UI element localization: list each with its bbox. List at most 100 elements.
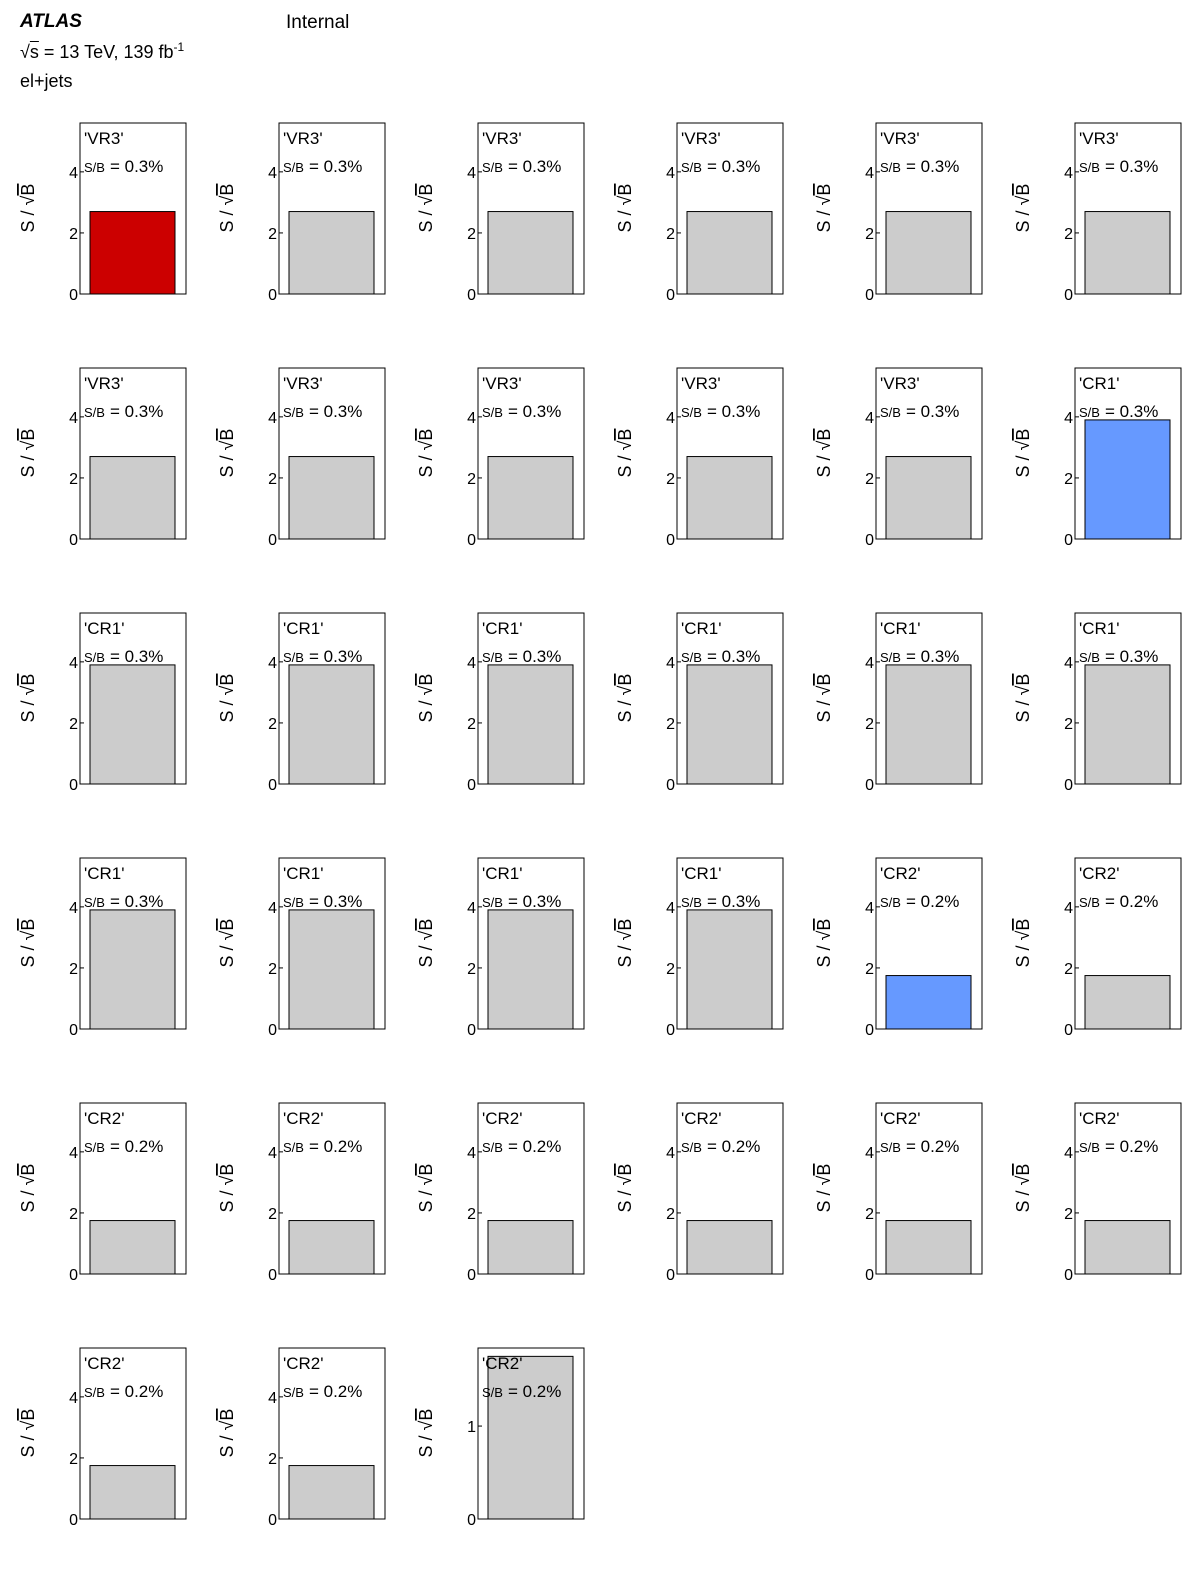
y-axis-label-prefix: S / <box>1013 695 1033 722</box>
bar <box>487 909 574 1030</box>
sb-label: S/B = 0.3% <box>681 157 760 176</box>
y-tick-label: 2 <box>1064 961 1073 978</box>
plot-frame <box>477 367 585 540</box>
region-label: 'CR1' <box>482 864 523 883</box>
region-label: 'VR3' <box>681 374 721 393</box>
region-label: 'CR1' <box>283 864 324 883</box>
y-axis-sqrt-argument: B <box>416 1164 436 1176</box>
y-axis-label: S / √B <box>18 184 38 233</box>
y-axis-sqrt-argument: B <box>615 674 635 686</box>
sb-value: = 0.3% <box>309 402 362 421</box>
y-tick-label: 0 <box>69 287 78 304</box>
sb-label: S/B = 0.2% <box>84 1137 163 1156</box>
region-label: 'CR1' <box>84 864 125 883</box>
y-tick-label: 0 <box>1064 777 1073 794</box>
plot-frame <box>79 612 187 785</box>
y-tick-label: 2 <box>865 961 874 978</box>
y-axis-sqrt-argument: B <box>814 674 834 686</box>
y-tick-label: 2 <box>69 1206 78 1223</box>
region-label: 'VR3' <box>681 129 721 148</box>
bar <box>885 211 972 295</box>
y-tick-label: 4 <box>1064 1145 1073 1162</box>
plot-frame <box>278 1347 386 1520</box>
y-tick-label: 4 <box>666 655 675 672</box>
y-axis-label-prefix: S / <box>1013 205 1033 232</box>
bar <box>686 664 773 785</box>
sb-label: S/B = 0.2% <box>283 1137 362 1156</box>
y-tick-label: 4 <box>467 410 476 427</box>
y-tick-label: 0 <box>865 777 874 794</box>
sb-label: S/B = 0.3% <box>880 157 959 176</box>
bar <box>89 456 176 540</box>
y-axis-label: S / √B <box>416 674 436 723</box>
chart-panel: 0 2 4 'VR3' S/B = 0.3% S / √B <box>217 367 386 549</box>
sb-value: = 0.2% <box>707 1137 760 1156</box>
sb-value: = 0.3% <box>1105 647 1158 666</box>
y-tick-label: 2 <box>865 471 874 488</box>
region-label: 'CR2' <box>880 864 921 883</box>
plot-frame <box>1074 857 1182 1030</box>
region-label: 'CR1' <box>84 619 125 638</box>
y-tick-label: 2 <box>69 1451 78 1468</box>
y-axis-label-prefix: S / <box>1013 1185 1033 1212</box>
y-axis-label: S / √B <box>217 1409 237 1458</box>
y-axis-label: S / √B <box>1013 919 1033 968</box>
sb-prefix: S/B <box>482 650 503 665</box>
chart-panel: 0 2 4 'CR2' S/B = 0.2% S / √B <box>217 1102 386 1284</box>
y-axis-label-prefix: S / <box>416 695 436 722</box>
y-axis-label-prefix: S / <box>1013 450 1033 477</box>
chart-panel: 0 2 4 'CR2' S/B = 0.2% S / √B <box>416 1102 585 1284</box>
y-axis-sqrt-argument: B <box>1013 1164 1033 1176</box>
y-axis-label: S / √B <box>18 1164 38 1213</box>
y-tick-label: 4 <box>865 900 874 917</box>
y-axis-sqrt-symbol: √ <box>217 1175 237 1185</box>
y-tick-label: 0 <box>268 1512 277 1529</box>
y-tick-label: 2 <box>69 226 78 243</box>
y-tick-label: 2 <box>69 471 78 488</box>
y-axis-label: S / √B <box>416 1409 436 1458</box>
sb-value: = 0.3% <box>1105 157 1158 176</box>
y-tick-label: 2 <box>268 1206 277 1223</box>
plot-frame <box>477 857 585 1030</box>
y-tick-label: 2 <box>268 471 277 488</box>
y-tick-label: 2 <box>467 716 476 733</box>
y-tick-label: 0 <box>467 777 476 794</box>
y-tick-label: 4 <box>1064 165 1073 182</box>
sb-value: = 0.3% <box>906 402 959 421</box>
sb-prefix: S/B <box>1079 650 1100 665</box>
y-tick-label: 0 <box>69 1512 78 1529</box>
y-axis-sqrt-argument: B <box>615 184 635 196</box>
y-tick-label: 2 <box>467 1206 476 1223</box>
sb-label: S/B = 0.3% <box>84 647 163 666</box>
y-axis-label-prefix: S / <box>814 1185 834 1212</box>
sb-label: S/B = 0.3% <box>681 402 760 421</box>
y-axis-sqrt-symbol: √ <box>615 1175 635 1185</box>
y-axis-label: S / √B <box>18 919 38 968</box>
chart-panel: 0 2 4 'VR3' S/B = 0.3% S / √B <box>217 122 386 304</box>
chart-panel: 0 2 4 'CR2' S/B = 0.2% S / √B <box>18 1102 187 1284</box>
sqrt-argument: s <box>29 42 39 62</box>
sb-prefix: S/B <box>1079 160 1100 175</box>
y-tick-label: 4 <box>1064 900 1073 917</box>
energy-text: = 13 TeV, 139 fb <box>38 42 174 62</box>
y-tick-label: 0 <box>865 532 874 549</box>
plot-frame <box>676 122 784 295</box>
sb-label: S/B = 0.3% <box>283 647 362 666</box>
chart-panel: 0 2 4 'CR1' S/B = 0.3% S / √B <box>1013 367 1182 549</box>
bar <box>89 1465 176 1520</box>
region-label: 'CR1' <box>1079 374 1120 393</box>
y-axis-label: S / √B <box>416 919 436 968</box>
y-axis-label: S / √B <box>1013 1164 1033 1213</box>
chart-panel: 0 2 4 'CR2' S/B = 0.2% S / √B <box>18 1347 187 1529</box>
y-tick-label: 0 <box>467 532 476 549</box>
y-tick-label: 0 <box>69 1267 78 1284</box>
sb-prefix: S/B <box>681 650 702 665</box>
y-axis-label-prefix: S / <box>615 695 635 722</box>
sb-label: S/B = 0.3% <box>283 892 362 911</box>
bar <box>1084 211 1171 295</box>
sb-prefix: S/B <box>482 405 503 420</box>
y-tick-label: 4 <box>467 655 476 672</box>
y-axis-sqrt-argument: B <box>416 674 436 686</box>
bar <box>487 1355 574 1520</box>
